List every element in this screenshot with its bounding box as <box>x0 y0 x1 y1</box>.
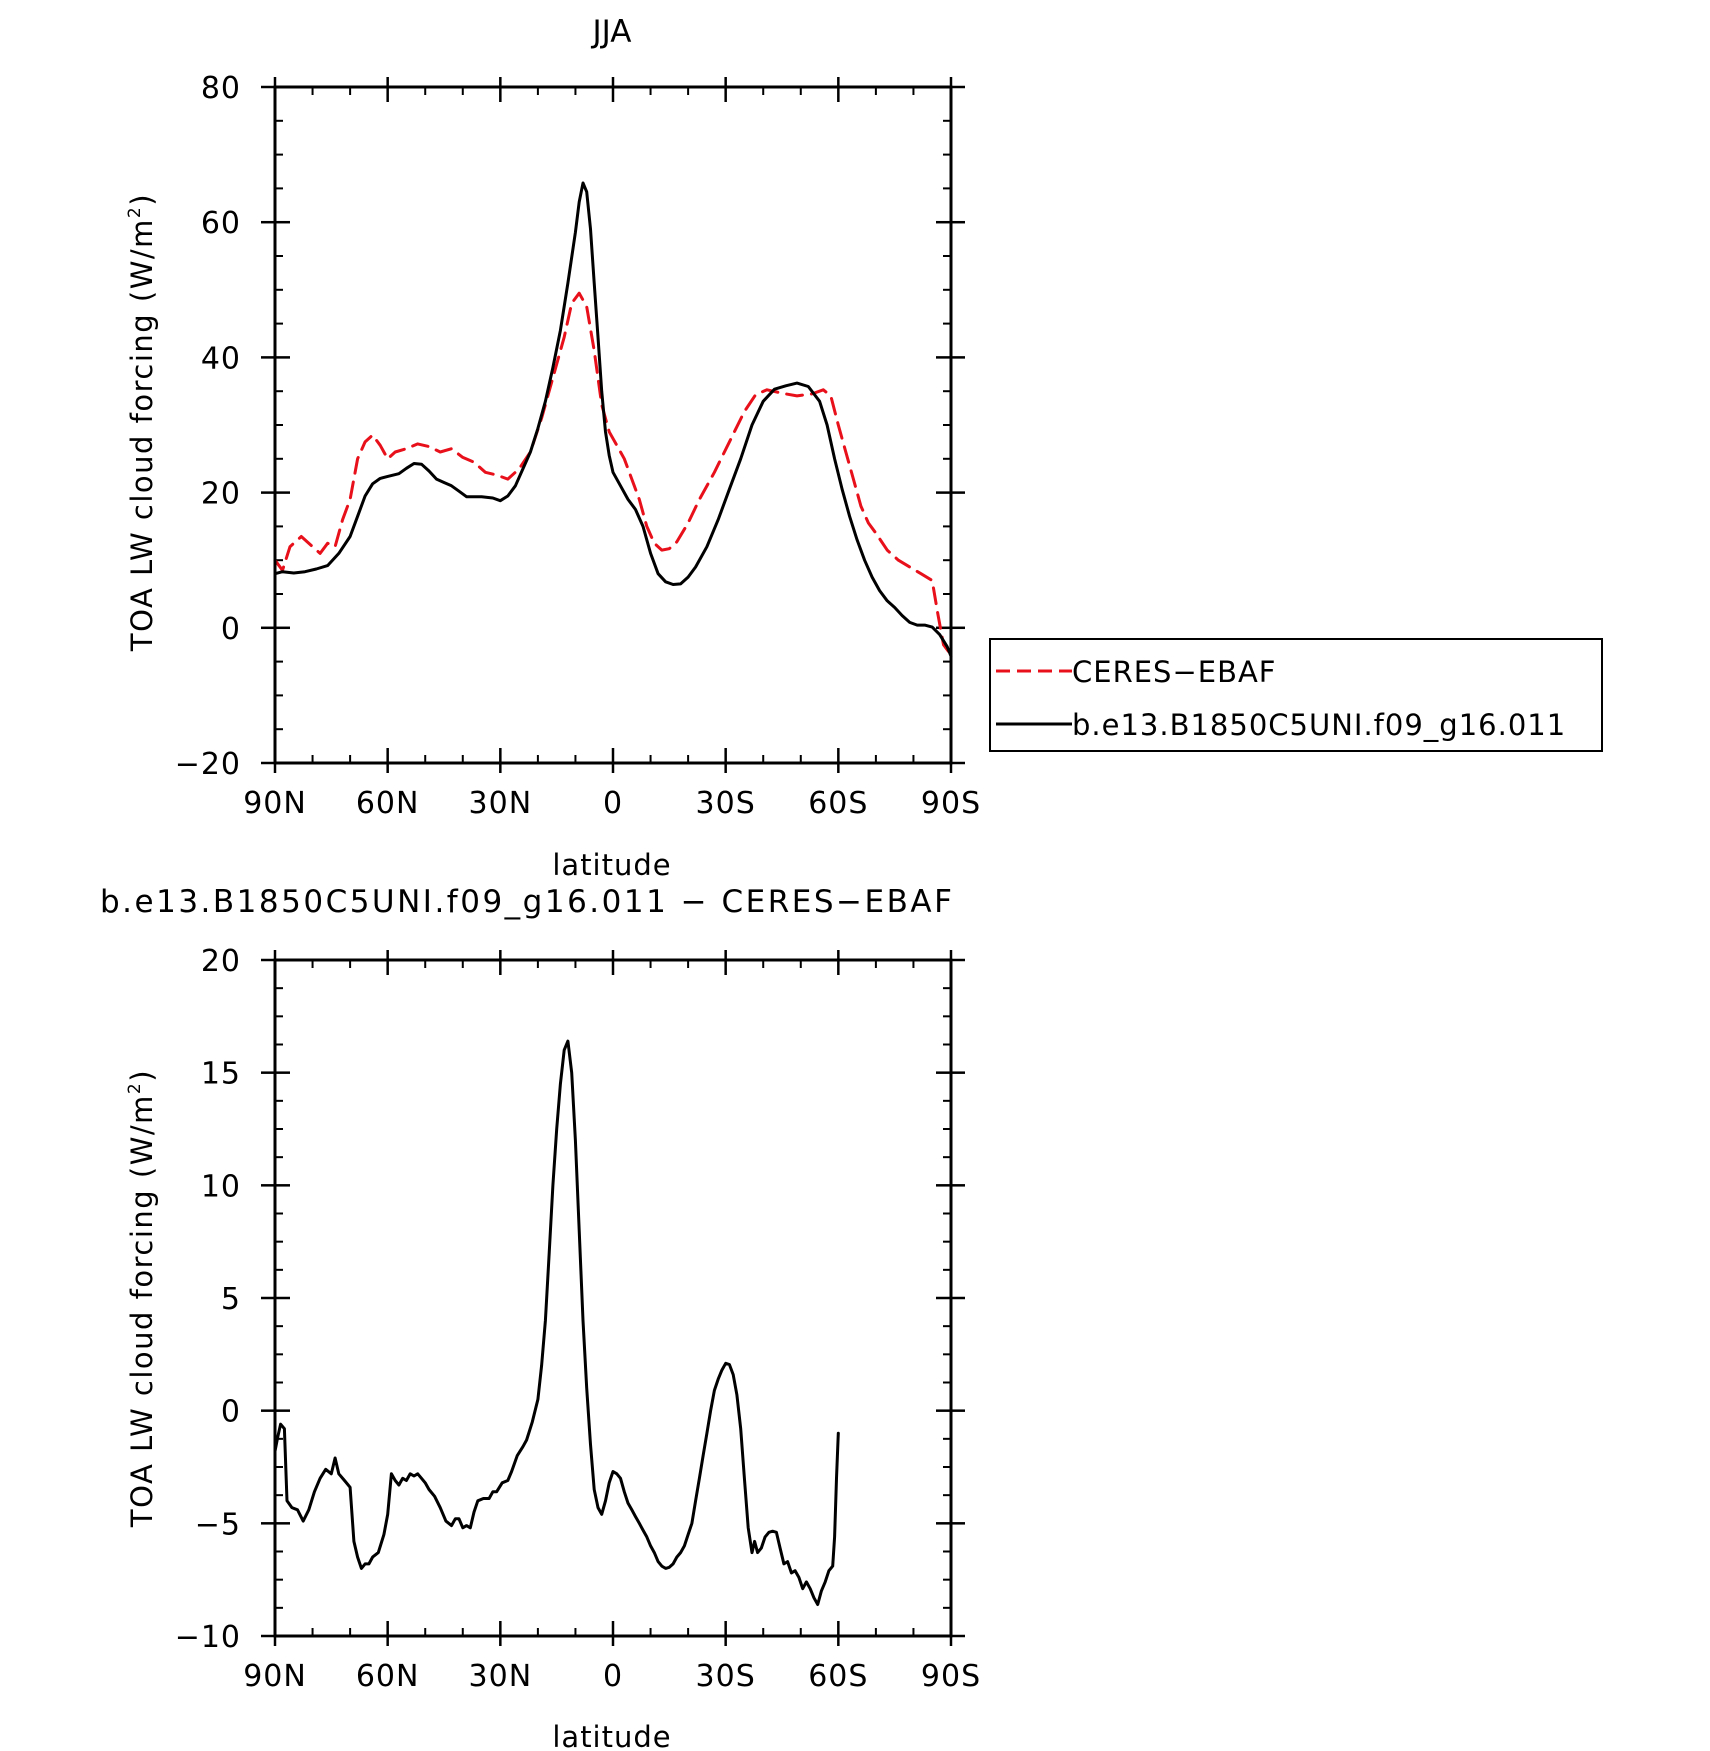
y-tick-label: 0 <box>221 612 241 647</box>
top-chart-y-axis-label-main: TOA LW cloud forcing (W/m <box>125 218 159 652</box>
top-chart-title: JJA <box>591 14 632 50</box>
x-tick-label: 90S <box>921 1659 981 1694</box>
top-chart-x-axis-label: latitude <box>552 848 671 882</box>
top-chart-y-axis-label-text: TOA LW cloud forcing (W/m2) <box>125 193 159 652</box>
y-tick-label: 20 <box>201 944 241 979</box>
y-tick-label: 40 <box>201 341 241 376</box>
top-chart-y-axis-label-superscript: 2 <box>125 206 145 218</box>
x-tick-label: 90S <box>921 786 981 821</box>
legend-label-ceres-ebaf: CERES−EBAF <box>1072 655 1277 689</box>
bottom-chart-x-axis-label: latitude <box>552 1720 671 1751</box>
top-chart: JJA TOA LW cloud forcing (W/m2) latitude… <box>125 14 1603 882</box>
x-tick-label: 30S <box>696 786 756 821</box>
legend-box <box>989 638 1603 752</box>
top-chart-axes: 90N 60N 30N 0 30S 60S 90S −20 0 20 40 60 80 <box>175 71 981 821</box>
bottom-chart-title: b.e13.B1850C5UNI.f09_g16.011 − CERES−EBA… <box>100 884 954 920</box>
x-tick-label: 30N <box>469 786 533 821</box>
y-tick-label: 10 <box>201 1169 241 1204</box>
y-tick-label: 20 <box>201 477 241 512</box>
bottom-chart: b.e13.B1850C5UNI.f09_g16.011 − CERES−EBA… <box>100 884 981 1751</box>
x-tick-label: 60N <box>356 786 420 821</box>
y-tick-label: 60 <box>201 206 241 241</box>
legend-label-model: b.e13.B1850C5UNI.f09_g16.011 <box>1072 708 1566 742</box>
bottom-chart-y-axis-label-superscript: 2 <box>125 1082 145 1094</box>
x-tick-label: 60S <box>808 1659 868 1694</box>
y-tick-label: −20 <box>175 747 241 782</box>
top-chart-legend: CERES−EBAF b.e13.B1850C5UNI.f09_g16.011 <box>989 638 1603 752</box>
y-tick-label: 0 <box>221 1395 241 1430</box>
bottom-chart-axes: 90N 60N 30N 0 30S 60S 90S −10 −5 0 5 10 15 20 <box>175 944 981 1694</box>
top-chart-frame <box>273 85 953 765</box>
bottom-chart-y-axis-label-main: TOA LW cloud forcing (W/m <box>125 1094 159 1528</box>
y-tick-label: 80 <box>201 71 241 106</box>
top-chart-y-axis-label-close: ) <box>125 193 159 206</box>
x-tick-label: 90N <box>243 1659 307 1694</box>
x-tick-label: 0 <box>603 786 623 821</box>
bottom-chart-frame <box>273 958 953 1638</box>
x-tick-label: 60S <box>808 786 868 821</box>
top-chart-y-axis-label: TOA LW cloud forcing (W/m2) <box>125 193 159 652</box>
bottom-chart-y-axis-label-text: TOA LW cloud forcing (W/m2) <box>125 1069 159 1528</box>
bottom-chart-plot-area <box>273 1039 840 1606</box>
top-chart-plot-area <box>273 181 953 658</box>
series-line-1 <box>273 181 953 658</box>
series-line-0 <box>273 1039 840 1606</box>
x-tick-label: 60N <box>356 1659 420 1694</box>
y-tick-label: 5 <box>221 1282 241 1317</box>
y-tick-label: 15 <box>201 1057 241 1092</box>
x-tick-label: 90N <box>243 786 307 821</box>
y-tick-label: −10 <box>175 1620 241 1655</box>
x-tick-label: 30S <box>696 1659 756 1694</box>
bottom-chart-y-axis-label-close: ) <box>125 1069 159 1082</box>
x-tick-label: 30N <box>469 1659 533 1694</box>
x-tick-label: 0 <box>603 1659 623 1694</box>
y-tick-label: −5 <box>195 1507 241 1542</box>
bottom-chart-y-axis-label: TOA LW cloud forcing (W/m2) <box>125 1069 159 1528</box>
